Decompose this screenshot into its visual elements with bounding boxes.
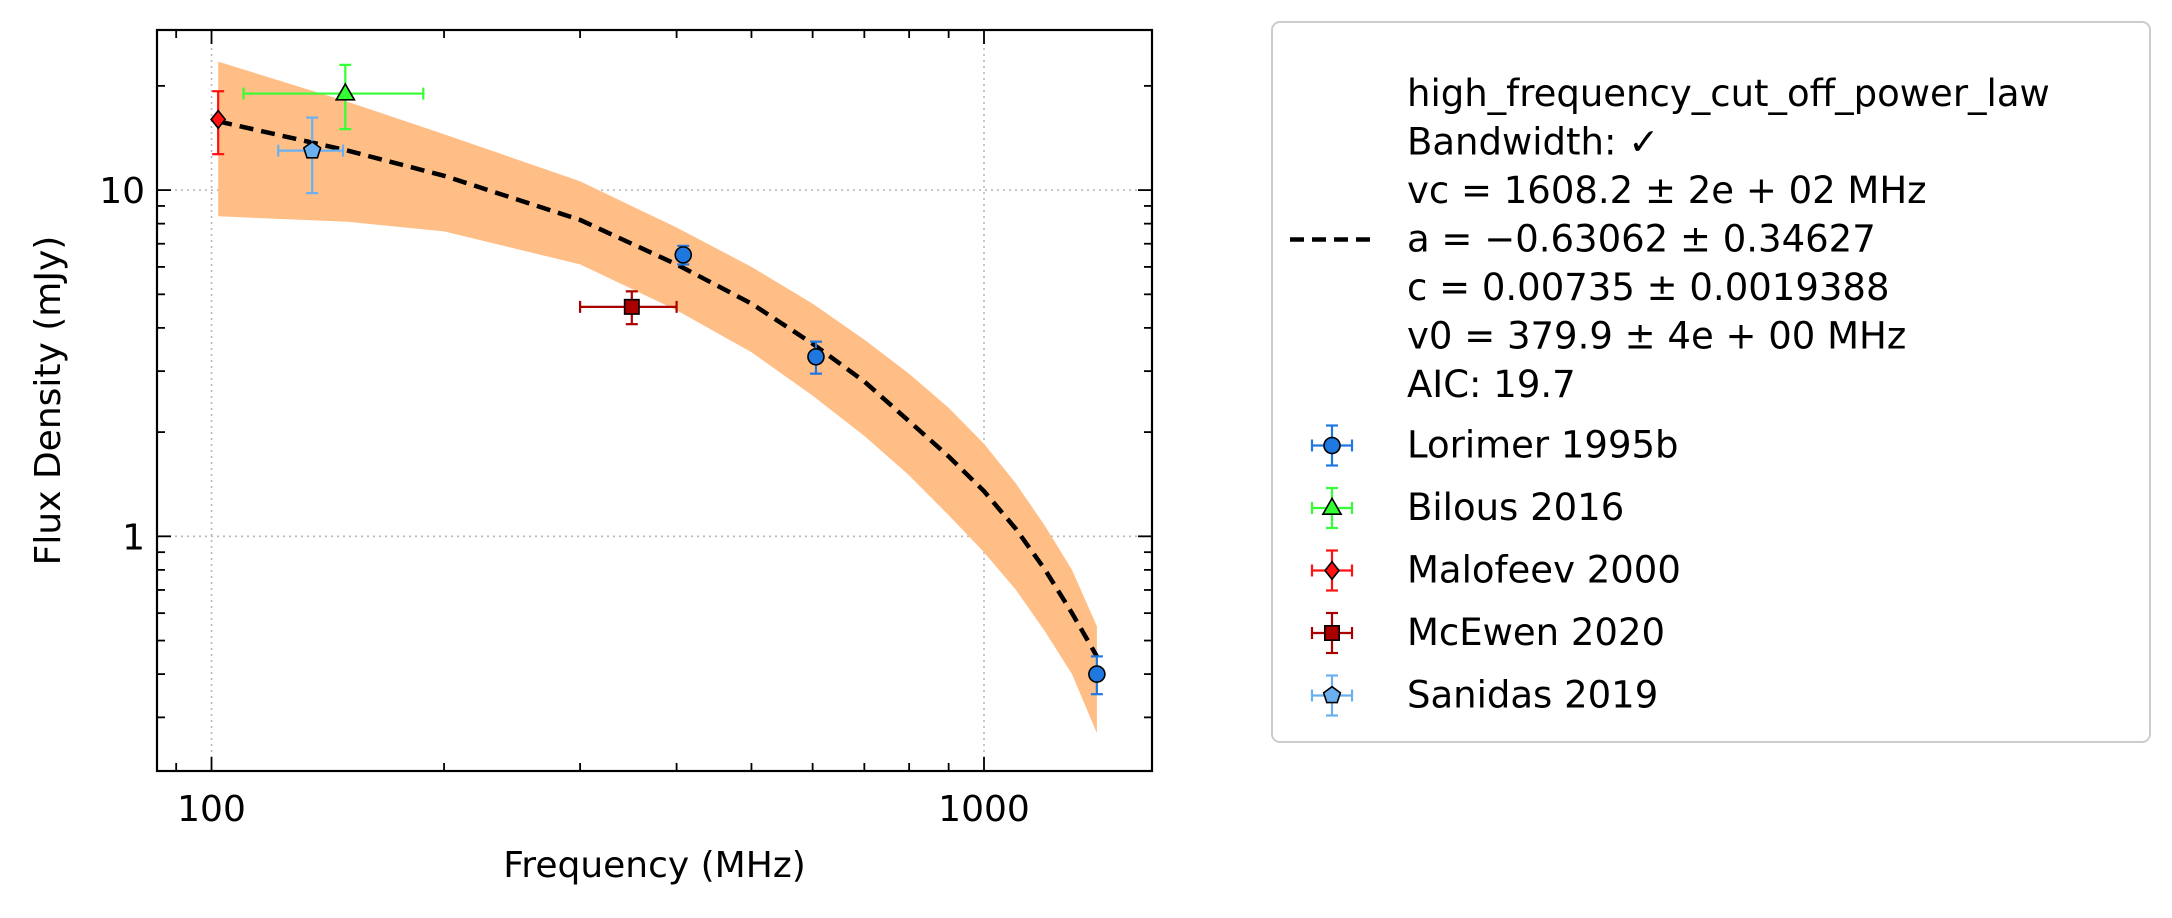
fit-uncertainty-band xyxy=(218,61,1097,734)
legend-label: Sanidas 2019 xyxy=(1407,674,1658,717)
legend-fit-text: a = −0.63062 ± 0.34627 xyxy=(1407,218,1876,261)
legend-fit-text: v0 = 379.9 ± 4e + 00 MHz xyxy=(1407,315,1906,358)
data-point xyxy=(623,298,640,315)
data-point xyxy=(807,348,825,366)
fit-band xyxy=(218,61,1097,734)
series-mcewen-2020 xyxy=(578,290,678,326)
series-lorimer-1995b xyxy=(674,244,1106,696)
data-point xyxy=(302,140,322,159)
plot-frame xyxy=(155,28,1154,773)
y-tick-label: 10 xyxy=(99,171,145,212)
legend-label: Malofeev 2000 xyxy=(1407,549,1681,592)
legend-item-malofeev-2000: Malofeev 2000 xyxy=(1310,549,1681,592)
legend-box xyxy=(1271,21,2151,743)
data-point xyxy=(674,246,693,264)
legend-marker xyxy=(1321,496,1343,516)
legend-fit-text: Bandwidth: ✓ xyxy=(1407,121,1659,164)
legend-marker xyxy=(1323,436,1341,455)
series-malofeev-2000 xyxy=(210,90,227,156)
legend-marker xyxy=(1323,560,1341,581)
legend-label: Lorimer 1995b xyxy=(1407,424,1679,467)
fit-curve xyxy=(217,119,1099,658)
y-tick-label: 1 xyxy=(122,517,145,558)
tick-labels: 100 1000 1 10 xyxy=(99,171,1030,830)
y-axis-label: Flux Density (mJy) xyxy=(28,236,69,566)
legend-fit-text: high_frequency_cut_off_power_law xyxy=(1407,72,2050,115)
data-point xyxy=(210,109,227,130)
legend-item-sanidas-2019: Sanidas 2019 xyxy=(1310,674,1658,717)
legend-marker xyxy=(1324,624,1341,641)
legend-fit-text: c = 0.00735 ± 0.0019388 xyxy=(1407,266,1889,309)
legend-fit-text: AIC: 19.7 xyxy=(1407,363,1576,406)
series-bilous-2016 xyxy=(242,63,425,131)
fit-curve-group xyxy=(217,119,1099,658)
series-sanidas-2019 xyxy=(277,116,345,195)
legend-item-mcewen-2020: McEwen 2020 xyxy=(1310,611,1665,655)
legend-fit-text: vc = 1608.2 ± 2e + 02 MHz xyxy=(1407,169,1927,212)
legend-label: Bilous 2016 xyxy=(1407,486,1624,529)
data-point xyxy=(334,82,356,101)
legend-marker xyxy=(1322,685,1342,704)
legend-label: McEwen 2020 xyxy=(1407,611,1665,654)
x-tick-label: 100 xyxy=(177,789,246,830)
legend-item-lorimer-1995b: Lorimer 1995b xyxy=(1310,424,1679,467)
data-point xyxy=(1088,665,1106,683)
x-tick-label: 1000 xyxy=(938,789,1030,830)
x-axis-label: Frequency (MHz) xyxy=(503,845,806,886)
legend-item-bilous-2016: Bilous 2016 xyxy=(1310,486,1624,530)
legend: high_frequency_cut_off_power_law Bandwidt… xyxy=(1271,21,2151,743)
data-points xyxy=(210,63,1106,696)
axis-ticks xyxy=(157,30,1152,771)
